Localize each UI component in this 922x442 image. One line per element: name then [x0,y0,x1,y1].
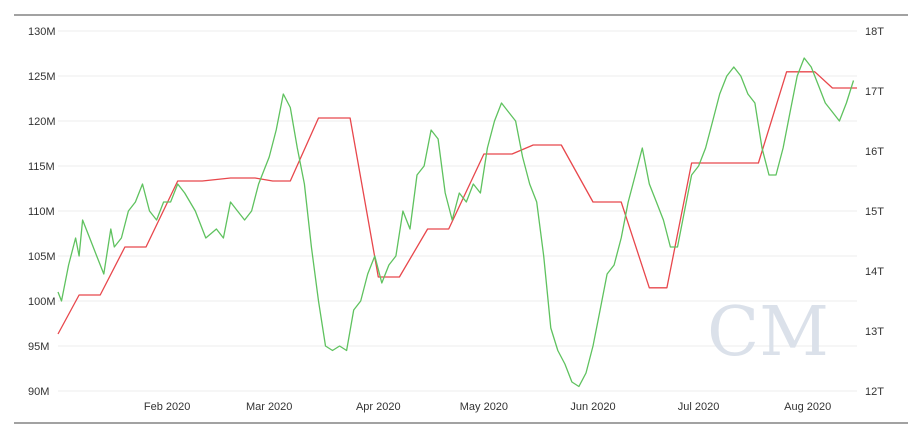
y-right-tick-label: 17T [865,86,884,98]
y-left-tick-label: 95M [28,341,49,353]
x-tick-label: Jul 2020 [678,401,720,413]
y-left-tick-label: 125M [28,71,56,83]
y-right-tick-label: 16T [865,146,884,158]
y-right-tick-label: 15T [865,206,884,218]
series-line-left-axis [57,57,855,388]
watermark-logo: CM [707,293,829,372]
x-tick-label: Mar 2020 [246,401,292,413]
y-left-tick-label: 110M [28,206,55,218]
x-tick-label: Jun 2020 [570,401,615,413]
y-left-tick-label: 130M [28,26,56,38]
y-right-tick-label: 13T [865,326,884,338]
y-right-tick-label: 14T [865,266,884,278]
y-left-tick-label: 115M [28,161,55,173]
y-left-tick-label: 100M [28,296,56,308]
x-tick-label: May 2020 [460,401,508,413]
y-left-tick-label: 105M [28,251,56,263]
x-tick-label: Apr 2020 [356,401,401,413]
y-left-tick-label: 90M [28,386,49,398]
x-tick-label: Feb 2020 [144,401,190,413]
y-right-tick-label: 12T [865,386,884,398]
y-right-tick-label: 18T [865,26,884,38]
series-line-right-axis [57,71,857,335]
x-tick-label: Aug 2020 [784,401,831,413]
y-left-tick-label: 120M [28,116,56,128]
